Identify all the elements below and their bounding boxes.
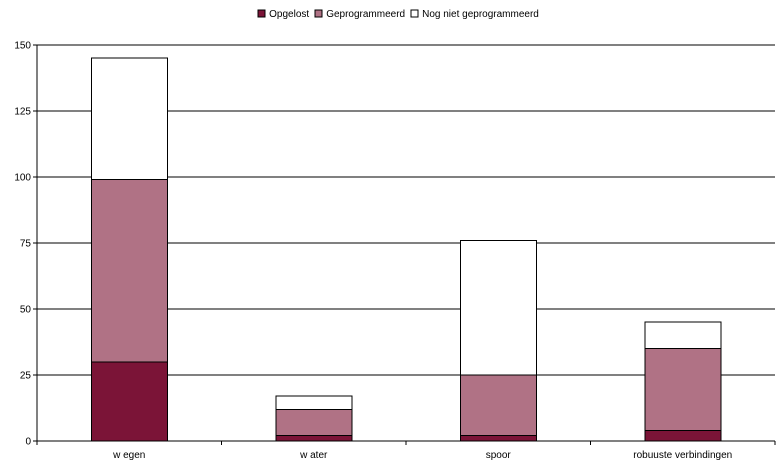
legend-label: Nog niet geprogrammeerd bbox=[422, 9, 539, 20]
y-tick-labels: 0 25 50 75 100 125 150 bbox=[14, 41, 31, 448]
x-tick-label: w egen bbox=[112, 450, 145, 461]
bar-segment bbox=[90, 361, 168, 442]
bar-segment bbox=[275, 395, 353, 410]
x-tick-label: spoor bbox=[486, 450, 512, 461]
bar-segment bbox=[644, 348, 722, 431]
bars bbox=[90, 57, 722, 442]
bar-segment bbox=[459, 435, 537, 442]
bar-segment bbox=[644, 321, 722, 350]
y-tick-label: 25 bbox=[20, 371, 32, 382]
legend-swatch bbox=[257, 9, 266, 18]
y-tick-label: 150 bbox=[14, 41, 31, 52]
bar-segment bbox=[90, 57, 168, 181]
x-tick-label: robuuste verbindingen bbox=[633, 450, 732, 461]
axes bbox=[33, 44, 776, 445]
x-tick-labels: w egen w ater spoor robuuste verbindingen bbox=[112, 450, 732, 461]
legend-item: Geprogrammeerd bbox=[314, 9, 405, 20]
legend-label: Geprogrammeerd bbox=[326, 9, 405, 20]
y-tick-label: 100 bbox=[14, 173, 31, 184]
legend-label: Opgelost bbox=[269, 9, 309, 20]
y-tick-label: 50 bbox=[20, 305, 32, 316]
legend-item: Opgelost bbox=[257, 9, 309, 20]
legend-item: Nog niet geprogrammeerd bbox=[410, 9, 539, 20]
bar-segment bbox=[644, 429, 722, 442]
x-tick-label: w ater bbox=[299, 450, 328, 461]
y-tick-label: 75 bbox=[20, 239, 32, 250]
y-tick-label: 0 bbox=[25, 437, 31, 448]
bar-segment bbox=[459, 239, 537, 376]
bar-segment bbox=[275, 435, 353, 442]
bar-segment bbox=[90, 179, 168, 363]
y-tick-label: 125 bbox=[14, 107, 31, 118]
bar-segment bbox=[275, 408, 353, 437]
legend-swatch bbox=[410, 9, 419, 18]
bar-segment bbox=[459, 374, 537, 437]
legend-swatch bbox=[314, 9, 323, 18]
legend: Opgelost Geprogrammeerd Nog niet geprogram… bbox=[257, 9, 539, 20]
